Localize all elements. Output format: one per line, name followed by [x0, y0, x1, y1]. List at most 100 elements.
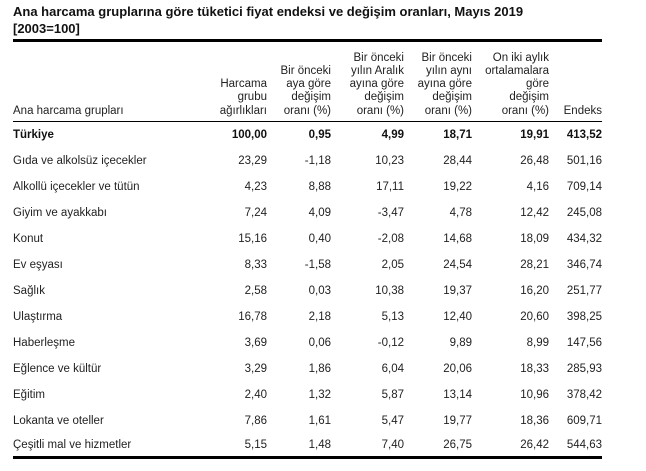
yoy-change-cell: 28,44 [443, 155, 472, 167]
avg12-change-cell: 8,99 [526, 337, 549, 349]
top-rule [13, 39, 602, 42]
yoy-change-cell: 12,40 [443, 311, 472, 323]
ytd-change-cell: -2,08 [377, 233, 404, 245]
weight-cell: 7,86 [244, 415, 267, 427]
yoy-change-cell: 9,89 [449, 337, 472, 349]
monthly-change-cell: 2,18 [308, 311, 331, 323]
yoy-change-cell: 14,68 [443, 233, 472, 245]
avg12-change-cell: 18,09 [520, 233, 549, 245]
monthly-change-cell: -1,58 [304, 259, 331, 271]
group-name-cell: Lokanta ve oteller [13, 415, 104, 427]
header-line: değişim [509, 91, 549, 104]
group-name-cell: Eğlence ve kültür [13, 363, 102, 375]
table-row: Çeşitli mal ve hizmetler 5,15 1,48 7,40 26,7… [13, 434, 602, 459]
index-cell: 346,74 [566, 259, 602, 271]
avg12-change-cell: 18,36 [520, 415, 549, 427]
table-body: Türkiye 100,00 0,95 4,99 18,71 19,91 413,52 Gıd… [13, 122, 602, 459]
header-index: Endeks [549, 42, 602, 122]
ytd-change-cell: 4,99 [381, 129, 404, 141]
group-name-cell: Türkiye [13, 129, 54, 141]
avg12-change-cell: 19,91 [520, 129, 549, 141]
weight-cell: 23,29 [238, 155, 267, 167]
ytd-change-cell: 5,13 [381, 311, 404, 323]
header-line: aya göre [286, 78, 331, 91]
header-line: değişim [432, 91, 472, 104]
table-row: Lokanta ve oteller 7,86 1,61 5,47 19,77 18,36… [13, 408, 602, 434]
group-name-cell: Ev eşyası [13, 259, 63, 271]
header-line: oranı (%) [424, 104, 472, 117]
index-cell: 285,93 [566, 363, 602, 375]
monthly-change-cell: 1,61 [308, 415, 331, 427]
index-cell: 413,52 [566, 129, 602, 141]
monthly-change-cell: 0,03 [308, 285, 331, 297]
header-line: On iki aylık [492, 51, 549, 64]
header-weight: Harcama grubu ağırlıkları [205, 42, 267, 122]
weight-cell: 16,78 [238, 311, 267, 323]
weight-cell: 3,69 [244, 337, 267, 349]
header-line: yılın Aralık [350, 64, 404, 77]
ytd-change-cell: 7,40 [331, 434, 404, 459]
weight-cell: 5,15 [205, 434, 267, 459]
weight-cell: 100,00 [231, 129, 267, 141]
avg12-change-cell: 20,60 [520, 311, 549, 323]
table-row: Ulaştırma 16,78 2,18 5,13 12,40 20,60 398,25 [13, 304, 602, 330]
header-line: Harcama [220, 78, 267, 91]
ytd-change-cell: -0,12 [377, 337, 404, 349]
monthly-change-cell: 1,48 [267, 434, 331, 459]
weight-cell: 2,58 [244, 285, 267, 297]
ytd-change-cell: 5,87 [381, 389, 404, 401]
ytd-change-cell: 5,47 [381, 415, 404, 427]
table-row: Ev eşyası 8,33 -1,58 2,05 24,54 28,21 346,74 [13, 252, 602, 278]
header-line: oranı (%) [501, 104, 549, 117]
header-line: Bir önceki [280, 64, 332, 77]
header-line: ayına göre [417, 78, 472, 91]
table-row: Alkollü içecekler ve tütün 4,23 8,88 17,11 1… [13, 174, 602, 200]
weight-cell: 8,33 [244, 259, 267, 271]
ytd-change-cell: 2,05 [381, 259, 404, 271]
avg12-change-cell: 18,33 [520, 363, 549, 375]
monthly-change-cell: 0,06 [308, 337, 331, 349]
table-row: Eğlence ve kültür 3,29 1,86 6,04 20,06 18,33 2… [13, 356, 602, 382]
header-line: oranı (%) [283, 104, 331, 117]
yoy-change-cell: 13,14 [443, 389, 472, 401]
yoy-change-cell: 26,75 [404, 434, 472, 459]
header-line: göre [525, 78, 549, 91]
group-name-cell: Haberleşme [13, 337, 75, 349]
base-year-note: [2003=100] [13, 21, 80, 36]
header-ytd-change: Bir önceki yılın Aralık ayına göre değişim o… [331, 42, 404, 122]
header-line: Bir önceki [421, 51, 473, 64]
group-name-cell: Giyim ve ayakkabı [13, 207, 107, 219]
avg12-change-cell: 26,48 [520, 155, 549, 167]
header-line: Bir önceki [353, 51, 405, 64]
weight-cell: 15,16 [238, 233, 267, 245]
monthly-change-cell: 0,40 [308, 233, 331, 245]
monthly-change-cell: 0,95 [308, 129, 331, 141]
avg12-change-cell: 26,42 [472, 434, 549, 459]
yoy-change-cell: 19,22 [443, 181, 472, 193]
index-cell: 544,63 [549, 434, 602, 459]
avg12-change-cell: 10,96 [520, 389, 549, 401]
group-name-cell: Alkollü içecekler ve tütün [13, 181, 140, 193]
table-row: Gıda ve alkolsüz içecekler 23,29 -1,18 10,2… [13, 148, 602, 174]
weight-cell: 7,24 [244, 207, 267, 219]
avg12-change-cell: 4,16 [526, 181, 549, 193]
index-cell: 251,77 [566, 285, 602, 297]
yoy-change-cell: 20,06 [443, 363, 472, 375]
header-group: Ana harcama grupları [13, 42, 205, 122]
avg12-change-cell: 16,20 [520, 285, 549, 297]
monthly-change-cell: 4,09 [308, 207, 331, 219]
header-12m-avg-change: On iki aylık ortalamalara göre değişim oranı… [472, 42, 549, 122]
table-row: Eğitim 2,40 1,32 5,87 13,14 10,96 378,42 [13, 382, 602, 408]
monthly-change-cell: 8,88 [308, 181, 331, 193]
document-title: Ana harcama gruplarına göre tüketici fiy… [13, 4, 524, 19]
weight-cell: 3,29 [244, 363, 267, 375]
header-line: oranı (%) [356, 104, 404, 117]
index-cell: 378,42 [566, 389, 602, 401]
group-name-cell: Gıda ve alkolsüz içecekler [13, 155, 147, 167]
ytd-change-cell: 6,04 [381, 363, 404, 375]
group-name-cell: Ulaştırma [13, 311, 63, 323]
header-line: ortalamalara [485, 64, 549, 77]
index-cell: 398,25 [566, 311, 602, 323]
monthly-change-cell: 1,32 [308, 389, 331, 401]
index-cell: 245,08 [566, 207, 602, 219]
